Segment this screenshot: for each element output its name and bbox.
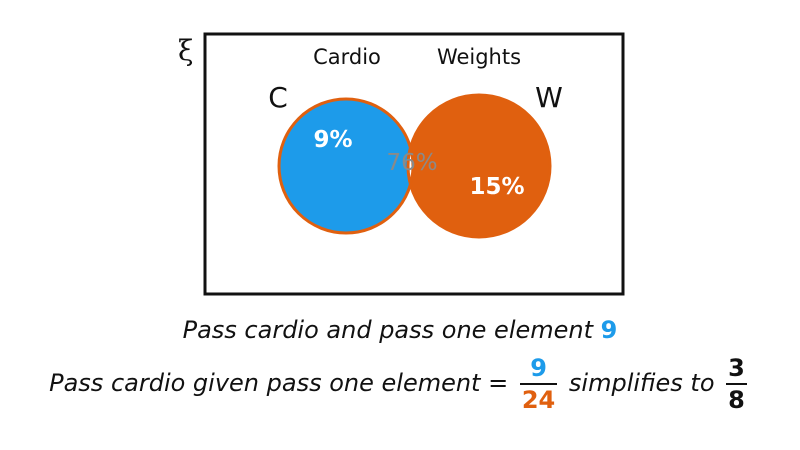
value-weights-only: 15%	[469, 174, 524, 200]
set-name-cardio: Cardio	[313, 45, 381, 69]
circle-cardio-outline	[277, 97, 415, 235]
set-name-weights: Weights	[437, 45, 521, 69]
circle-weights-outline	[406, 93, 552, 239]
set-letter-c: C	[268, 81, 288, 114]
fraction-simplified: 3 8	[726, 356, 747, 412]
universal-set-symbol: ξ	[178, 34, 193, 67]
statement-pass-both-text: Pass cardio and pass one element	[182, 316, 594, 344]
fraction-conditional-denominator: 24	[521, 386, 556, 414]
statement-pass-both-value: 9	[600, 316, 618, 344]
simplifies-text: simplifies to	[568, 369, 715, 397]
fraction-conditional: 9 24	[519, 356, 558, 414]
value-intersection: 76%	[386, 150, 437, 176]
conditional-text: Pass cardio given pass one element =	[49, 369, 509, 397]
universal-set-box	[203, 32, 625, 296]
set-letter-w: W	[535, 81, 563, 114]
fraction-simplified-denominator: 8	[728, 386, 745, 414]
circle-cardio	[279, 99, 413, 233]
statement-conditional-probability: Pass cardio given pass one element = 9 2…	[0, 356, 800, 412]
circle-weights	[408, 95, 550, 237]
fraction-simplified-numerator: 3	[726, 356, 747, 385]
venn-diagram: ξ Cardio Weights C W 9% 76% 15%	[178, 32, 625, 296]
value-cardio-only: 9%	[313, 127, 352, 153]
fraction-conditional-numerator: 9	[519, 356, 558, 385]
statement-pass-both: Pass cardio and pass one element 9	[0, 316, 800, 344]
